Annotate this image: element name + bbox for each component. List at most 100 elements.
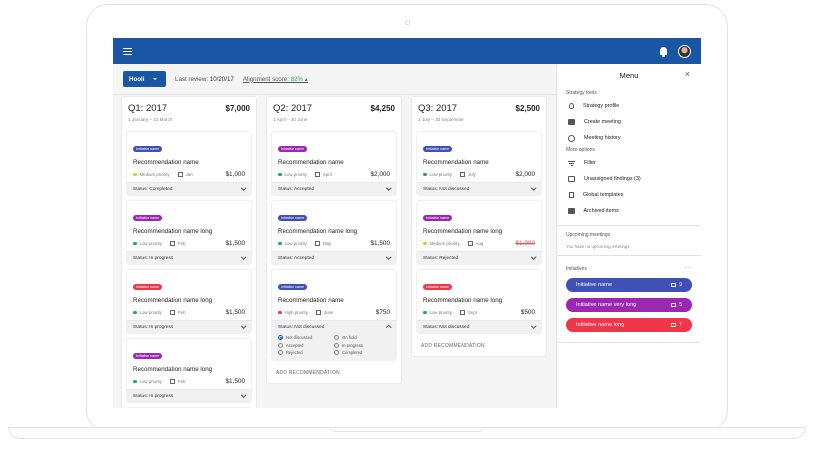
month-label: April xyxy=(322,172,332,177)
quarter-column-q1: Q1: 2017 $7,000 1 January – 31 March Initia… xyxy=(122,97,256,408)
initiative-tag[interactable]: Initiative name xyxy=(133,146,163,152)
radio-button[interactable] xyxy=(334,335,339,340)
recommendation-card[interactable]: Initiative name Recommendation name Medium… xyxy=(127,132,251,195)
initiative-tag[interactable]: Initiative name xyxy=(423,146,453,152)
status-dropdown[interactable]: Status: Rejected xyxy=(417,251,541,264)
status-dropdown[interactable]: Status: Completed xyxy=(127,182,251,195)
menu-header: Menu × xyxy=(557,64,701,86)
card-body: Initiative name Recommendation name High p… xyxy=(272,270,396,320)
priority-label: Low priority xyxy=(284,241,307,246)
status-dropdown[interactable]: Status: Not discussed xyxy=(417,182,541,195)
amount: $750 xyxy=(375,309,390,316)
add-recommendation-button[interactable]: ADD RECOMMENDATION xyxy=(276,370,340,376)
recommendation-card[interactable]: Initiative name Recommendation name long L… xyxy=(127,270,251,333)
radio-button[interactable] xyxy=(278,350,283,355)
radio-button[interactable] xyxy=(278,342,283,348)
amount: $1,000 xyxy=(225,171,245,178)
initiative-tag[interactable]: Initiative name xyxy=(133,353,163,359)
column-date-range: 1 April – 30 June xyxy=(273,117,308,122)
menu-item[interactable]: Strategy profile xyxy=(557,98,701,114)
column-header: Q3: 2017 $2,500 1 July – 30 September xyxy=(412,97,546,122)
status-dropdown[interactable]: Status: In progress xyxy=(127,389,251,402)
radio-button[interactable] xyxy=(334,342,339,348)
team-selector-button[interactable]: Hooli xyxy=(123,71,166,87)
chevron-down-icon xyxy=(153,78,158,80)
initiative-tag[interactable]: Initiative name xyxy=(278,284,308,290)
column-total: $4,250 xyxy=(370,104,395,113)
alignment-label: Alignment score: xyxy=(242,75,289,83)
alignment-score-link[interactable]: Alignment score: 82% ▴ xyxy=(243,76,308,83)
status-label: Status: Completed xyxy=(133,186,173,192)
status-option[interactable]: Accepted xyxy=(278,342,334,348)
status-option[interactable]: Rejected xyxy=(278,350,334,355)
initiative-tag[interactable]: Initiative name xyxy=(278,215,308,221)
radio-button[interactable] xyxy=(334,350,339,355)
priority-label: Low priority xyxy=(284,172,307,177)
initiative-tag[interactable]: Initiative name xyxy=(133,215,163,221)
amount: $1,500 xyxy=(225,240,245,247)
recommendation-card[interactable]: Initiative name Recommendation name Low pr… xyxy=(417,132,541,195)
calendar-icon xyxy=(169,310,175,315)
comment-count: 9 xyxy=(679,282,682,288)
column-title: Q2: 2017 xyxy=(273,103,313,114)
card-meta: Low priority Sept $500 xyxy=(423,309,535,316)
card-meta: Low priority May $1,500 xyxy=(278,240,390,247)
calendar-icon xyxy=(314,172,320,177)
initiative-pill[interactable]: Initiative name 9 xyxy=(566,278,692,292)
menu-item-label: Strategy profile xyxy=(583,103,620,109)
status-option[interactable]: Completed xyxy=(334,350,390,355)
calendar-icon xyxy=(459,172,465,177)
menu-item[interactable]: Unassigned findings (3) xyxy=(557,171,701,187)
menu-divider xyxy=(557,225,701,226)
status-option[interactable]: In progress xyxy=(334,342,390,348)
status-dropdown[interactable]: Status: In progress xyxy=(127,251,251,264)
menu-item[interactable]: Meeting history xyxy=(557,130,701,146)
status-dropdown[interactable]: Status: Not discussed xyxy=(272,320,396,333)
last-review: Last review: 10/20/17 xyxy=(175,76,234,83)
menu-item[interactable]: Create meeting xyxy=(557,114,701,130)
initiative-pill[interactable]: Initiative name long 7 xyxy=(566,318,692,332)
bell-icon[interactable] xyxy=(660,47,667,57)
priority-dot xyxy=(133,379,137,384)
recommendation-card[interactable]: Initiative name Recommendation name long L… xyxy=(127,339,251,402)
status-option-label: Rejected xyxy=(286,350,303,355)
recommendation-card[interactable]: Initiative name Recommendation name long L… xyxy=(127,201,251,264)
priority-dot xyxy=(133,172,137,177)
initiative-pill[interactable]: Initiative name very long 5 xyxy=(566,298,692,312)
card-meta: Low priority Feb $1,500 xyxy=(133,309,245,316)
status-dropdown[interactable]: Status: In progress xyxy=(127,320,251,333)
more-icon[interactable]: ··· xyxy=(684,265,692,271)
status-dropdown[interactable]: Status: Not discussed xyxy=(417,320,541,333)
column-title: Q1: 2017 xyxy=(128,103,168,114)
column-date-range: 1 January – 31 March xyxy=(128,117,173,122)
menu-item[interactable]: Filter xyxy=(557,155,701,171)
radio-button[interactable] xyxy=(278,335,283,340)
initiative-tag[interactable]: Initiative name xyxy=(133,284,163,290)
initiative-tag[interactable]: Initiative name xyxy=(423,215,453,221)
priority-dot xyxy=(278,241,282,246)
card-body: Initiative name Recommendation name long L… xyxy=(417,270,541,320)
card-body: Initiative name Recommendation name Low pr… xyxy=(417,132,541,182)
recommendation-card[interactable]: Initiative name Recommendation name High p… xyxy=(272,270,396,360)
hamburger-icon[interactable] xyxy=(123,47,132,55)
close-icon[interactable]: × xyxy=(684,69,690,79)
initiative-label: Initiative name xyxy=(576,282,613,288)
recommendation-card[interactable]: Initiative name Recommendation name Low pr… xyxy=(272,132,396,195)
initiative-tag[interactable]: Initiative name xyxy=(423,284,453,290)
user-avatar[interactable] xyxy=(678,44,691,58)
recommendation-card[interactable]: Initiative name Recommendation name long M… xyxy=(417,201,541,264)
recommendation-card[interactable]: Initiative name Recommendation name long L… xyxy=(272,201,396,264)
column-spacer xyxy=(412,122,546,132)
recommendation-name: Recommendation name long xyxy=(133,297,213,304)
status-dropdown[interactable]: Status: Accepted xyxy=(272,251,396,264)
status-option[interactable]: Not discussed xyxy=(278,335,334,340)
recommendation-card[interactable]: Initiative name Recommendation name long L… xyxy=(417,270,541,333)
add-recommendation-button[interactable]: ADD RECOMMENDATION xyxy=(421,343,485,349)
card-meta: Low priority Feb $1,500 xyxy=(133,240,245,247)
status-dropdown[interactable]: Status: Accepted xyxy=(272,182,396,195)
menu-item[interactable]: Global templates xyxy=(557,187,701,203)
initiative-tag[interactable]: Initiative name xyxy=(278,146,308,152)
menu-item[interactable]: Archived items xyxy=(557,203,701,219)
menu-item-label: Unassigned findings (3) xyxy=(584,176,641,182)
status-option[interactable]: On hold xyxy=(334,335,390,340)
